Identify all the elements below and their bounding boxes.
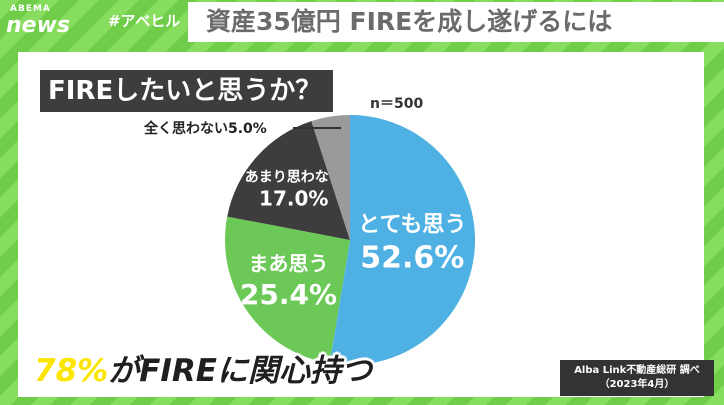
leader-line bbox=[293, 127, 341, 129]
label-not-really-category: あまり思わない bbox=[245, 169, 343, 185]
label-very-much-category: とても思う bbox=[358, 213, 466, 238]
slice-not-really bbox=[227, 121, 350, 240]
program-hashtag: #アベヒル bbox=[108, 12, 181, 30]
chart-question-title: FIREしたいと思うか？ bbox=[40, 70, 334, 112]
source-box: Alba Link不動産総研 調べ （2023年4月） bbox=[560, 360, 714, 396]
label-not-at-all-value: 5.0% bbox=[228, 121, 267, 137]
source-line-1: Alba Link不動産総研 調べ bbox=[574, 365, 700, 376]
bottom-caption: 78%がFIREに関心持つ bbox=[34, 345, 372, 390]
label-very-much-value: 52.6% bbox=[360, 241, 464, 276]
caption-highlight: 78% bbox=[34, 353, 109, 389]
label-somewhat-category: まあ思う bbox=[249, 251, 329, 275]
caption-text: がFIREに関心持つ bbox=[108, 353, 372, 389]
source-line-2: （2023年4月） bbox=[599, 379, 675, 390]
label-somewhat-value: 25.4% bbox=[240, 278, 337, 311]
slice-very-much bbox=[329, 115, 475, 365]
logo-abema-text: ABEMA bbox=[10, 4, 51, 14]
logo-news-text: news bbox=[6, 13, 71, 38]
abema-news-logo: ABEMA news bbox=[6, 4, 106, 40]
slice-somewhat bbox=[225, 216, 350, 364]
label-not-at-all-category: 全く思わない bbox=[144, 121, 228, 137]
label-not-really-value: 17.0% bbox=[259, 186, 328, 210]
label-very-much: とても思う 52.6% bbox=[358, 213, 466, 276]
slice-not-at-all bbox=[311, 115, 350, 240]
sample-size-label: n＝500 bbox=[370, 96, 424, 112]
label-somewhat: まあ思う 25.4% bbox=[240, 251, 337, 311]
headline-banner: 資産35億円 FIREを成し遂げるには bbox=[188, 2, 724, 42]
label-not-at-all: 全く思わない5.0% bbox=[144, 118, 267, 138]
